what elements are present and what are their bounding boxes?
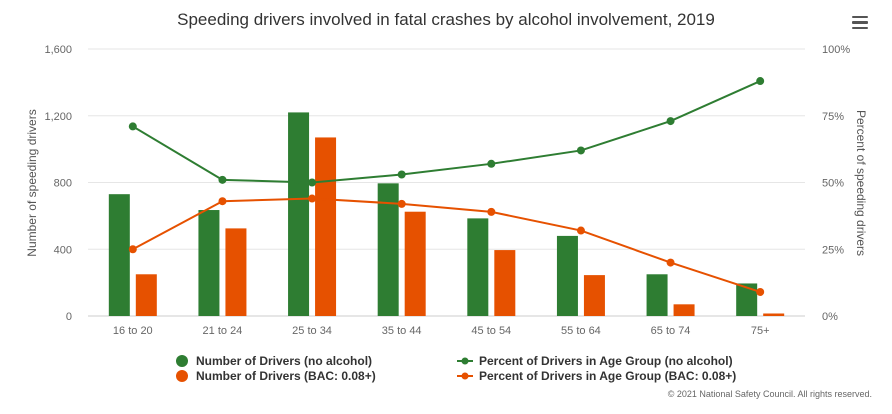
point-no-alcohol	[308, 178, 317, 187]
left-tick-label: 0	[66, 311, 72, 323]
x-tick-label: 55 to 64	[561, 325, 601, 337]
legend-label: Percent of Drivers in Age Group (no alco…	[479, 354, 733, 368]
point-bac	[128, 245, 137, 254]
bar-no-alcohol	[377, 183, 399, 316]
legend-label: Number of Drivers (BAC: 0.08+)	[196, 369, 376, 383]
point-no-alcohol	[756, 77, 765, 86]
legend: Number of Drivers (no alcohol)Number of …	[176, 354, 736, 383]
bar-no-alcohol	[467, 218, 489, 316]
point-bac	[308, 194, 317, 203]
lines	[128, 77, 765, 296]
line-bac	[132, 197, 761, 293]
legend-symbol	[176, 370, 188, 382]
legend-item: Percent of Drivers in Age Group (BAC: 0.…	[457, 369, 736, 383]
right-axis-title: Percent of speeding drivers	[854, 110, 868, 256]
bar-bac	[135, 274, 157, 316]
point-no-alcohol	[218, 175, 227, 184]
legend-label: Number of Drivers (no alcohol)	[196, 354, 372, 368]
point-bac	[756, 287, 765, 296]
bar-bac	[225, 228, 247, 316]
legend-symbol	[176, 355, 188, 367]
left-tick-label: 800	[54, 178, 72, 190]
bar-bac	[763, 313, 785, 316]
left-axis-ticks: 0 400 800 1,200 1,600	[44, 44, 72, 323]
credit-text: © 2021 National Safety Council. All righ…	[668, 389, 872, 399]
bar-no-alcohol	[736, 283, 758, 316]
left-axis-title: Number of speeding drivers	[25, 109, 39, 256]
point-bac	[666, 258, 675, 267]
right-axis-ticks: 0% 25% 50% 75% 100%	[822, 44, 850, 323]
point-no-alcohol	[487, 159, 496, 168]
point-bac	[576, 226, 585, 235]
bar-no-alcohol	[108, 194, 130, 316]
gridlines	[88, 48, 805, 317]
x-axis-ticks: 16 to 20 21 to 24 25 to 34 35 to 44 45 to 54…	[113, 325, 770, 337]
point-bac	[397, 199, 406, 208]
bar-bac	[404, 211, 426, 316]
x-tick-label: 45 to 54	[471, 325, 511, 337]
bar-bac	[315, 137, 337, 316]
point-no-alcohol	[128, 122, 137, 131]
point-no-alcohol	[666, 117, 675, 126]
right-tick-label: 0%	[822, 311, 838, 323]
bar-bac	[494, 250, 516, 316]
line-no-alcohol	[132, 80, 761, 184]
right-tick-label: 50%	[822, 178, 844, 190]
x-tick-label: 25 to 34	[292, 325, 332, 337]
hamburger-menu-icon[interactable]	[852, 16, 868, 30]
point-no-alcohol	[397, 170, 406, 179]
left-tick-label: 1,200	[44, 111, 72, 123]
legend-item: Number of Drivers (BAC: 0.08+)	[176, 369, 376, 383]
legend-item: Percent of Drivers in Age Group (no alco…	[457, 354, 733, 368]
x-tick-label: 75+	[751, 325, 770, 337]
bar-bac	[673, 304, 695, 316]
bars	[108, 112, 785, 316]
left-tick-label: 1,600	[44, 44, 72, 56]
bar-no-alcohol	[646, 274, 668, 316]
legend-symbol	[461, 372, 469, 380]
x-tick-label: 21 to 24	[203, 325, 243, 337]
point-bac	[218, 197, 227, 206]
legend-item: Number of Drivers (no alcohol)	[176, 354, 372, 368]
point-no-alcohol	[576, 146, 585, 155]
legend-symbol	[461, 357, 469, 365]
bar-bac	[583, 275, 605, 316]
right-tick-label: 100%	[822, 44, 850, 56]
bar-no-alcohol	[198, 210, 220, 316]
right-tick-label: 75%	[822, 111, 844, 123]
point-bac	[487, 207, 496, 216]
chart-title: Speeding drivers involved in fatal crash…	[177, 10, 715, 29]
x-tick-label: 35 to 44	[382, 325, 422, 337]
x-tick-label: 16 to 20	[113, 325, 153, 337]
bar-no-alcohol	[556, 235, 578, 316]
right-tick-label: 25%	[822, 244, 844, 256]
bar-no-alcohol	[288, 112, 310, 316]
legend-label: Percent of Drivers in Age Group (BAC: 0.…	[479, 369, 736, 383]
x-tick-label: 65 to 74	[651, 325, 691, 337]
left-tick-label: 400	[54, 244, 72, 256]
